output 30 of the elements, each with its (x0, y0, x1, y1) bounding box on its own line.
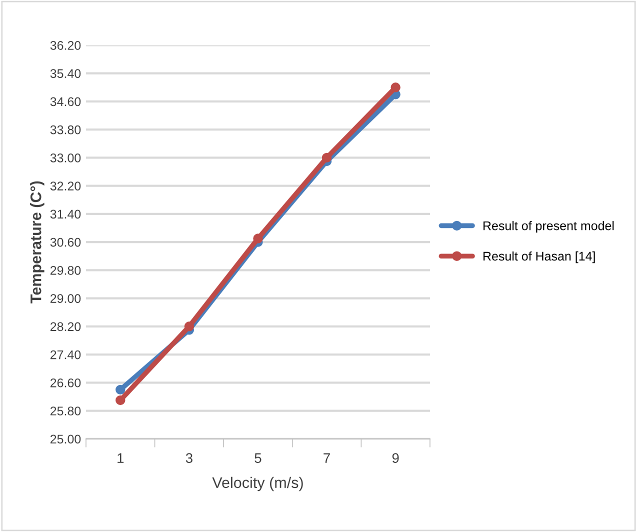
point (116, 384, 126, 395)
x-tick-label: 7 (324, 453, 330, 463)
y-tick-label: 36.20 (50, 41, 81, 50)
x-tick-label: 3 (186, 453, 192, 463)
y-tick-label: 25.00 (50, 434, 81, 444)
y-tick-label: 25.80 (50, 406, 81, 416)
y-tick-label: 30.60 (50, 238, 81, 247)
legend-label: Result of Hasan [14] (484, 251, 595, 264)
y-tick-label: 26.60 (50, 378, 81, 388)
y-tick-label: 32.20 (50, 182, 81, 190)
point (253, 234, 263, 244)
y-tick-label: 33.80 (50, 125, 81, 134)
x-axis-title: Velocity (m/s) (212, 476, 303, 492)
y-tick-label: 29.80 (50, 266, 81, 275)
y-axis-title: Temperature (C°) (30, 181, 44, 304)
legend-label: Result of present model (484, 221, 614, 233)
y-tick-label: 28.20 (50, 322, 81, 332)
y-tick-label: 34.60 (50, 97, 81, 106)
y-tick-label: 35.40 (50, 69, 81, 78)
y-tick-label: 31.40 (50, 210, 81, 219)
y-tick-label: 29.00 (50, 294, 81, 303)
point (116, 395, 126, 406)
point (322, 152, 332, 163)
x-tick-label: 9 (392, 453, 399, 463)
y-tick-label: 27.40 (50, 350, 81, 360)
y-tick-label: 33.00 (50, 154, 81, 162)
point (184, 322, 194, 332)
x-tick-label: 1 (118, 453, 124, 463)
point (390, 82, 400, 92)
x-tick-label: 5 (254, 453, 262, 463)
